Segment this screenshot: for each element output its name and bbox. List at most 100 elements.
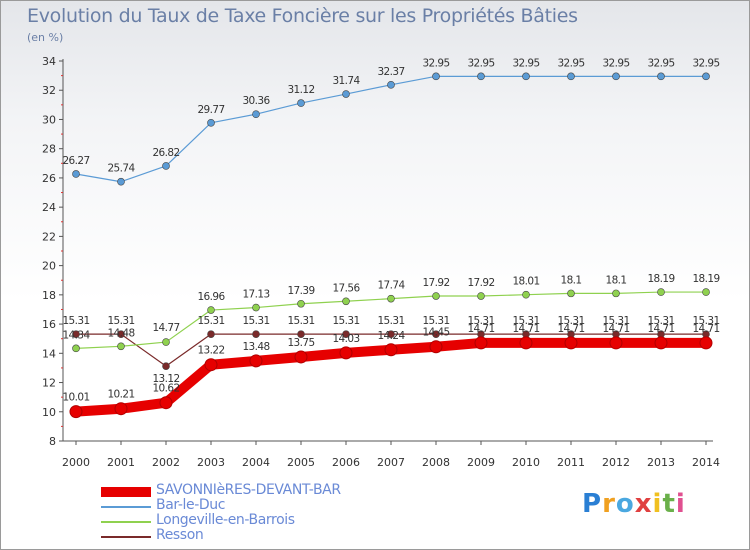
data-label: 14.24 <box>377 330 405 342</box>
data-point <box>702 72 710 81</box>
data-point <box>432 292 440 300</box>
x-tick-label: 2012 <box>602 456 630 469</box>
data-point <box>612 289 620 298</box>
data-label: 17.39 <box>287 285 314 297</box>
y-tick-label: 34 <box>42 55 56 68</box>
data-label: 15.31 <box>512 315 539 327</box>
legend-swatch <box>101 521 151 523</box>
data-point <box>564 336 578 350</box>
data-label: 18.1 <box>606 274 627 286</box>
data-point <box>204 358 218 372</box>
data-point <box>72 330 80 338</box>
data-label: 17.92 <box>467 277 494 289</box>
legend-label: Longeville-en-Barrois <box>156 512 295 528</box>
data-point <box>159 396 173 410</box>
x-tick-label: 2003 <box>197 456 225 469</box>
y-tick-label: 8 <box>49 435 56 448</box>
data-label: 32.95 <box>512 57 539 69</box>
data-label: 32.95 <box>602 57 629 69</box>
data-point <box>339 346 353 360</box>
data-label: 18.19 <box>647 273 674 285</box>
data-label: 32.95 <box>557 57 584 69</box>
data-label: 14.71 <box>467 323 494 335</box>
logo-letter: i <box>675 489 686 519</box>
data-point <box>567 72 575 81</box>
data-label: 15.31 <box>557 315 584 327</box>
data-label: 17.74 <box>377 280 405 292</box>
data-point <box>117 177 125 186</box>
data-label: 32.95 <box>692 57 719 69</box>
x-tick-label: 2010 <box>512 456 540 469</box>
data-point <box>387 294 395 303</box>
data-label: 10.62 <box>152 383 179 395</box>
data-label: 15.31 <box>692 315 719 327</box>
data-label: 14.71 <box>602 323 629 335</box>
logo-letter: r <box>602 489 616 519</box>
data-point <box>477 72 485 81</box>
data-point <box>117 330 125 338</box>
data-point <box>657 72 665 81</box>
y-tick-label: 16 <box>42 318 56 331</box>
data-label: 30.36 <box>242 95 270 107</box>
x-tick-label: 2006 <box>332 456 360 469</box>
legend-swatch <box>101 536 151 538</box>
series-line <box>75 75 706 183</box>
data-point <box>342 330 350 338</box>
data-point <box>609 336 623 350</box>
data-label: 14.71 <box>557 323 584 335</box>
data-label: 15.31 <box>332 315 359 327</box>
data-label: 15.31 <box>422 315 449 327</box>
legend-swatch <box>101 487 151 497</box>
data-label: 17.56 <box>332 282 360 294</box>
data-point <box>387 81 395 89</box>
data-point <box>384 343 398 357</box>
data-label: 13.22 <box>197 345 224 357</box>
y-tick-label: 32 <box>42 84 56 97</box>
y-tick-label: 10 <box>42 406 56 419</box>
data-label: 31.74 <box>332 75 360 87</box>
data-point <box>612 72 620 81</box>
data-point <box>72 170 80 178</box>
chart-title: Evolution du Taux de Taxe Foncière sur l… <box>27 5 578 27</box>
data-point <box>207 119 215 127</box>
y-tick-label: 20 <box>42 260 56 273</box>
x-tick-label: 2005 <box>287 456 315 469</box>
data-label: 13.75 <box>287 337 314 349</box>
data-label: 15.31 <box>107 315 134 327</box>
data-point <box>432 330 440 338</box>
data-point <box>297 330 305 338</box>
data-label: 10.21 <box>107 389 134 401</box>
data-label: 18.1 <box>561 274 582 286</box>
legend-label: SAVONNIèRES-DEVANT-BAR <box>156 482 341 498</box>
logo-letter: o <box>615 489 635 519</box>
data-label: 32.37 <box>377 66 404 78</box>
data-point <box>522 72 530 81</box>
data-point <box>522 290 530 299</box>
data-point <box>207 330 215 338</box>
data-label: 26.27 <box>62 155 89 167</box>
legend-label: Resson <box>156 527 204 543</box>
y-tick-label: 26 <box>42 172 56 185</box>
legend-swatch <box>101 506 151 508</box>
x-tick-label: 2008 <box>422 456 450 469</box>
data-label: 15.31 <box>62 315 89 327</box>
data-point <box>69 405 83 419</box>
data-label: 14.03 <box>332 333 359 345</box>
data-label: 25.74 <box>107 163 135 175</box>
data-point <box>114 402 128 416</box>
data-label: 18.19 <box>692 273 719 285</box>
logo-letter: x <box>634 489 653 519</box>
x-tick-label: 2001 <box>107 456 135 469</box>
data-label: 32.95 <box>467 57 494 69</box>
x-tick-label: 2014 <box>692 456 720 469</box>
data-point <box>657 288 665 296</box>
data-point <box>294 350 308 364</box>
data-point <box>477 292 485 300</box>
data-label: 32.95 <box>647 57 674 69</box>
data-point <box>474 336 488 350</box>
data-label: 15.31 <box>602 315 629 327</box>
data-point <box>252 110 260 118</box>
x-tick-label: 2004 <box>242 456 270 469</box>
